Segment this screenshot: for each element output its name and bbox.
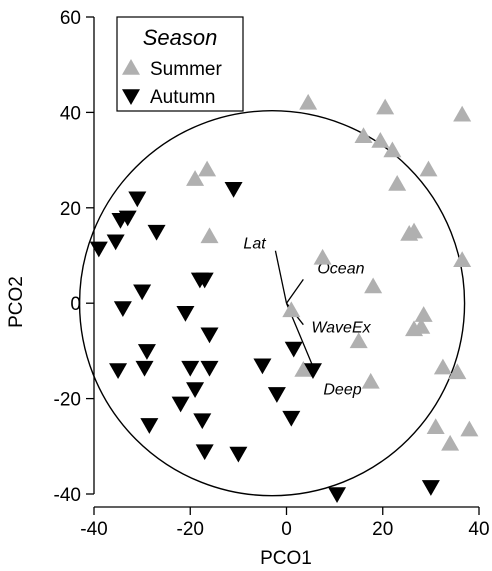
data-point [349, 332, 368, 349]
data-point [405, 320, 424, 337]
data-point [193, 413, 212, 430]
data-point [282, 301, 301, 318]
y-axis-label: PCO2 [6, 276, 27, 328]
vector-label: WaveEx [311, 320, 371, 337]
x-tick-label: -20 [177, 519, 204, 540]
y-tick-label: -40 [54, 485, 81, 506]
data-point [195, 444, 214, 461]
data-point [419, 160, 438, 177]
data-point [137, 344, 156, 360]
correlation-circle [78, 110, 466, 497]
data-point [284, 341, 303, 358]
data-point [176, 305, 195, 322]
axes: -40 -20 0 20 40 -40 -20 0 20 40 60 [54, 8, 490, 540]
data-point [354, 127, 373, 143]
data-point [303, 363, 322, 379]
series-autumn [89, 181, 440, 503]
legend-label: Summer [150, 59, 222, 80]
data-point [426, 418, 445, 434]
data-point [128, 191, 147, 208]
data-point [361, 372, 380, 389]
data-point [433, 358, 452, 375]
legend-box [116, 16, 244, 112]
data-point [267, 387, 286, 403]
x-tick-label: 0 [281, 519, 292, 540]
data-point [147, 224, 166, 241]
data-point [460, 420, 479, 437]
points-layer [89, 93, 479, 503]
legend: Season Summer Autumn [116, 16, 244, 112]
data-point [200, 227, 219, 244]
data-point [421, 480, 440, 496]
data-point [414, 306, 433, 322]
vector-label: Deep [323, 381, 361, 398]
data-point [371, 132, 390, 148]
data-point [299, 93, 318, 110]
data-point [229, 446, 248, 463]
data-point [388, 174, 407, 191]
legend-label: Autumn [150, 87, 215, 108]
data-point [383, 141, 402, 158]
y-tick-label: 40 [60, 103, 81, 124]
y-tick-label: 0 [70, 294, 81, 315]
data-point [181, 360, 200, 377]
data-point [133, 284, 152, 301]
x-tick-label: 40 [468, 519, 489, 540]
data-point [109, 363, 128, 379]
data-point [190, 272, 209, 289]
data-point [200, 327, 219, 344]
data-point [364, 277, 383, 294]
y-tick-label: 20 [60, 199, 81, 220]
data-point [453, 105, 472, 122]
correlation-circle-layer [78, 110, 466, 497]
data-point [453, 251, 472, 268]
data-point [253, 358, 272, 375]
data-point [186, 170, 205, 186]
vector-label: Lat [243, 236, 266, 253]
data-point [140, 418, 159, 434]
data-point [448, 363, 467, 380]
legend-marker-autumn [122, 89, 140, 105]
data-point [224, 181, 243, 198]
data-point [282, 410, 301, 427]
data-point [313, 248, 332, 265]
y-tick-label: 60 [60, 8, 81, 29]
x-axis-label: PCO1 [260, 548, 312, 569]
data-point [198, 160, 217, 177]
data-point [294, 360, 313, 377]
data-point [113, 301, 132, 317]
vector-line [285, 278, 304, 304]
data-point [106, 234, 125, 251]
x-tick-label: -40 [80, 519, 107, 540]
y-tick-label: -20 [54, 390, 81, 411]
legend-title: Season [143, 25, 218, 50]
data-point [441, 434, 460, 451]
data-point [376, 98, 395, 115]
x-tick-label: 20 [372, 519, 393, 540]
data-point [111, 212, 130, 229]
legend-marker-summer [122, 59, 140, 75]
data-point [171, 396, 190, 413]
data-point [328, 487, 347, 503]
data-point [400, 225, 419, 241]
data-point [200, 360, 219, 377]
data-point [135, 360, 154, 377]
series-summer [186, 93, 479, 451]
data-point [89, 241, 108, 258]
data-point [186, 382, 205, 399]
vector-line [274, 250, 288, 304]
